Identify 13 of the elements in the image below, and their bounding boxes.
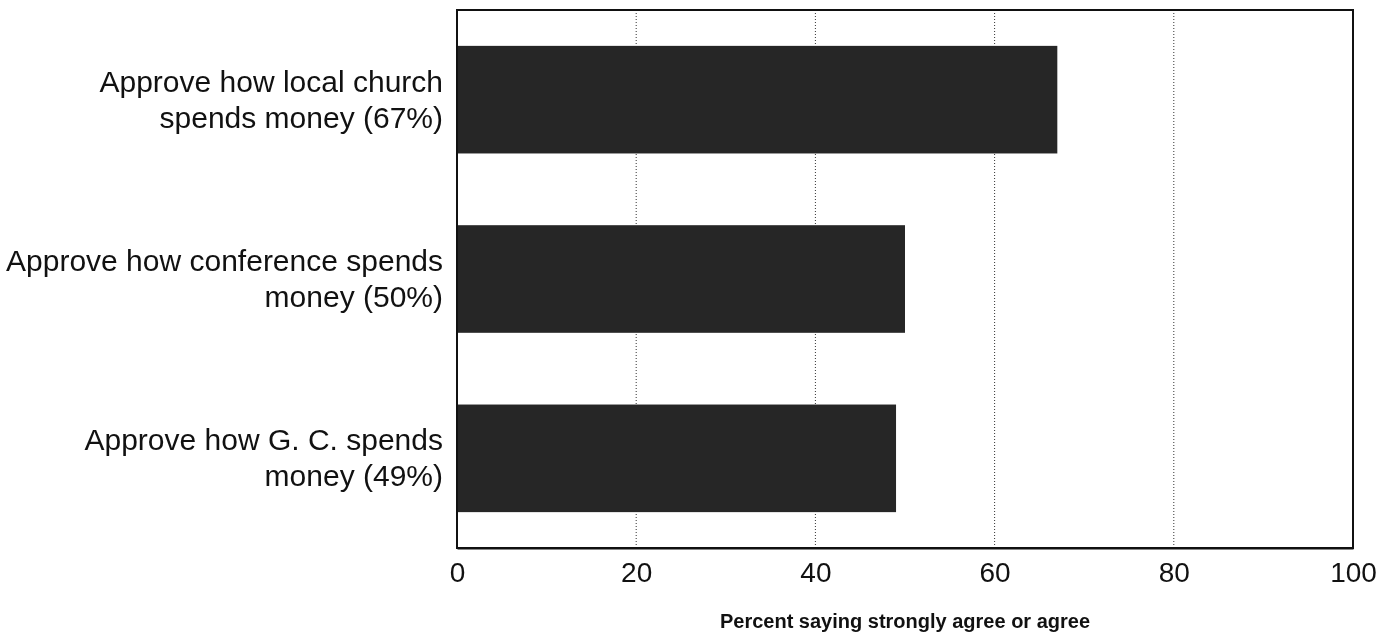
bar: [457, 225, 905, 333]
bar: [457, 45, 1058, 154]
x-tick-label: 60: [979, 556, 1011, 588]
x-tick-label: 100: [1330, 556, 1377, 588]
x-tick-label: 0: [449, 556, 466, 588]
x-tick-label: 80: [1158, 556, 1190, 588]
bar: [457, 404, 897, 513]
y-tick-label: Approve how G. C. spends money (49%): [84, 423, 443, 493]
y-tick-label: Approve how conference spends money (50%): [6, 244, 443, 313]
x-tick-label: 40: [800, 556, 832, 588]
x-tick-label: 20: [621, 556, 653, 588]
x-axis-title: Percent saying strongly agree or agree: [719, 610, 1091, 632]
y-tick-label: Approve how local church spends money (67%): [99, 64, 443, 134]
